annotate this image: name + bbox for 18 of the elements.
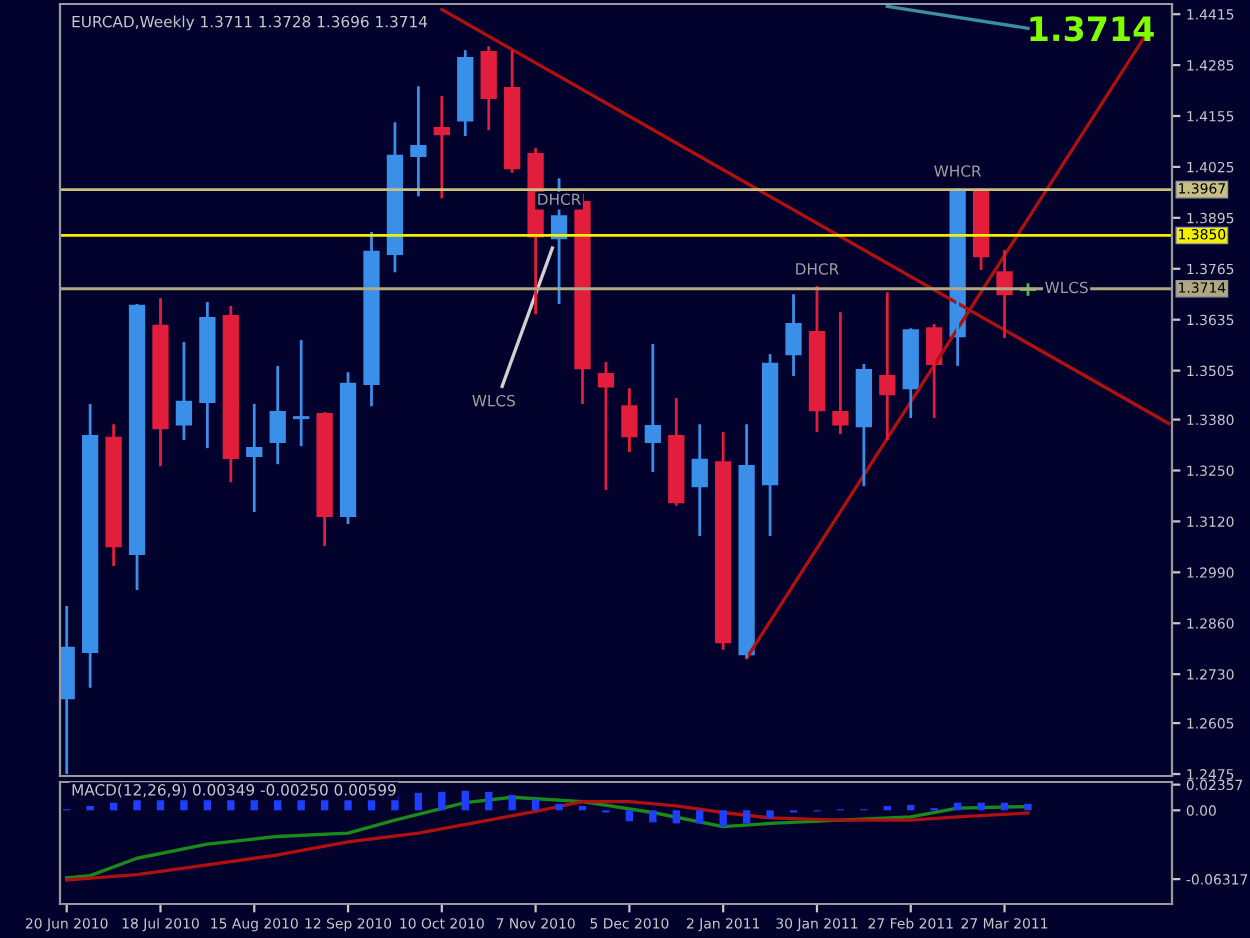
bar [625,810,634,822]
bar [508,795,516,811]
bar [766,810,774,818]
bar [649,810,657,823]
bar [438,791,446,811]
bar [555,803,563,811]
bar [696,810,704,824]
bar [977,802,985,811]
bar [461,790,469,811]
bar [1024,803,1032,811]
bar [531,799,540,811]
bar [414,792,423,811]
annotation: 1.3714 [1030,16,1154,42]
bar [719,810,727,827]
bar [86,805,94,811]
bar [742,810,751,824]
bar [485,791,493,811]
bar [672,810,680,824]
